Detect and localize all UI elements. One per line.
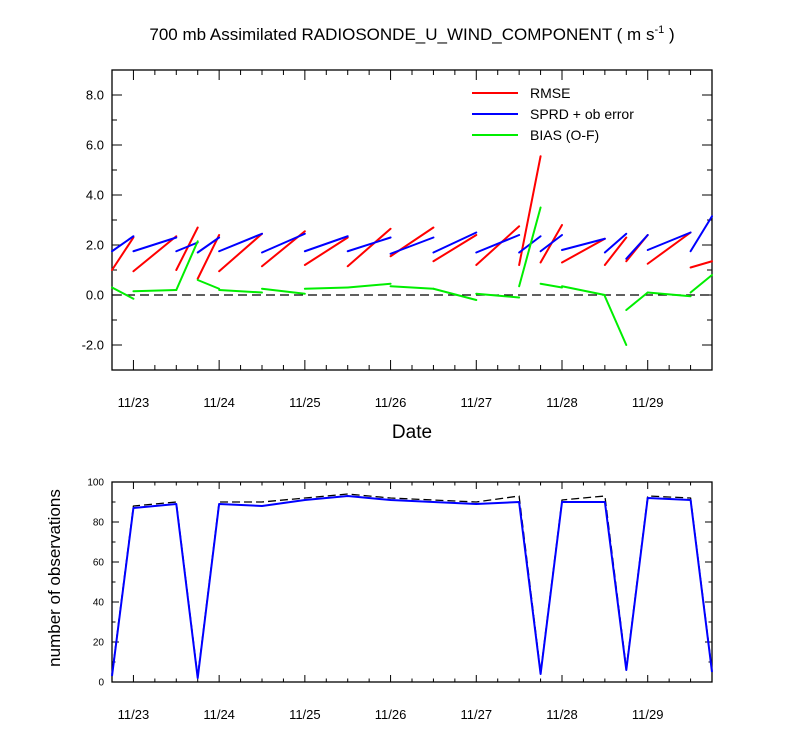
series-sprd-ob-error-segment [132, 236, 178, 253]
series-sprd-ob-error-segment [261, 232, 306, 254]
series-rmse-segment [603, 236, 628, 266]
top-chart-y-tick-label: 6.0 [86, 138, 104, 153]
series-sprd-ob-error-segment [346, 236, 392, 253]
series-bias-o-f-segment [261, 287, 306, 295]
series-sprd-ob-error-segment [196, 236, 221, 254]
bottom-chart-frame [111, 481, 713, 683]
bottom-chart-x-tick-label: 11/29 [632, 707, 664, 722]
series-sprd-ob-error-segment [175, 241, 199, 253]
series-bias-o-f-segment [303, 286, 349, 290]
bottom-chart: 0 20 40 60 80 100 11/23 11/24 11/25 11/26 11/27 11/… [87, 478, 713, 722]
series-bias-o-f-segment [518, 206, 542, 288]
series-rmse-segment [646, 231, 692, 265]
series-bias-o-f-segment [196, 279, 221, 290]
series-bias-o-f-segment [561, 285, 606, 296]
series-sprd-ob-error-segment [475, 234, 521, 254]
series-rmse-segment [346, 227, 392, 268]
bottom-chart-y-tick-label: 60 [93, 558, 105, 569]
series-sprd-ob-error-segment [646, 231, 692, 251]
series-rmse-segment [111, 236, 135, 271]
top-chart-y-tick-label: 2.0 [86, 238, 104, 253]
top-chart-x-tick-label: 11/28 [546, 395, 578, 410]
series-sprd-ob-error-segment [539, 234, 563, 253]
series-bias-o-f-segment [539, 282, 563, 289]
series-bias-o-f-segment [689, 274, 713, 294]
top-chart-y-tick-label: 8.0 [86, 88, 104, 103]
series-sprd-ob-error-segment [111, 235, 135, 253]
bottom-chart-x-tick-label: 11/26 [375, 707, 407, 722]
series-sprd-ob-error-segment [689, 215, 713, 253]
top-chart-x-tick-label: 11/29 [632, 395, 664, 410]
legend-label-bias-o-f: BIAS (O-F) [530, 127, 599, 143]
series-used-observations-line [111, 495, 713, 679]
bottom-chart-y-tick-label: 80 [93, 518, 105, 529]
bottom-chart-x-tick-label: 11/28 [546, 707, 578, 722]
chart-title: 700 mb Assimilated RADIOSONDE_U_WIND_COM… [149, 24, 674, 44]
series-sprd-ob-error-segment [625, 234, 649, 260]
series-bias-o-f-segment [389, 285, 435, 290]
legend-label-rmse: RMSE [530, 85, 570, 101]
series-sprd-ob-error-segment [432, 231, 478, 254]
series-sprd-ob-error-segment [218, 232, 263, 253]
bottom-chart-y-tick-label: 100 [87, 478, 104, 489]
chart-title-end: ) [664, 25, 674, 44]
chart-title-exponent: -1 [654, 24, 664, 36]
series-rmse-segment [196, 234, 221, 280]
series-sprd-ob-error-segment [603, 232, 628, 254]
top-chart-x-axis-label: Date [392, 422, 432, 443]
top-chart-x-tick-label: 11/25 [289, 395, 321, 410]
series-rmse-segment [432, 234, 478, 263]
series-rmse-segment [132, 235, 178, 273]
series-rmse-segment [475, 225, 521, 266]
top-chart-y-tick-label: 4.0 [86, 188, 104, 203]
series-bias-o-f-segment [218, 289, 263, 294]
series-bias-o-f-segment [132, 289, 178, 293]
series-bias-o-f-segment [475, 292, 521, 299]
series-rmse-segment [689, 260, 713, 269]
bottom-chart-y-tick-label: 0 [98, 678, 104, 689]
series-bias-o-f-segment [646, 291, 692, 298]
series-rmse-segment [175, 226, 199, 271]
bottom-chart-y-axis-label: number of observations [45, 489, 64, 667]
legend-label-sprd-ob-error: SPRD + ob error [530, 106, 634, 122]
series-sprd-ob-error-segment [561, 237, 606, 251]
series-rmse-segment [561, 237, 606, 264]
bottom-chart-x-tick-label: 11/25 [289, 707, 321, 722]
top-chart-x-tick-label: 11/26 [375, 395, 407, 410]
bottom-chart-y-tick-label: 40 [93, 598, 105, 609]
series-sprd-ob-error-segment [303, 235, 349, 253]
series-rmse-segment [303, 236, 349, 266]
bottom-chart-x-tick-label: 11/24 [203, 707, 235, 722]
top-chart-x-tick-label: 11/24 [203, 395, 235, 410]
series-bias-o-f-segment [175, 240, 199, 291]
top-chart-y-tick-label: 0.0 [86, 288, 104, 303]
bottom-chart-x-tick-label: 11/27 [460, 707, 492, 722]
series-rmse-segment [218, 232, 263, 273]
top-chart-x-tick-label: 11/27 [460, 395, 492, 410]
series-rmse-segment [518, 155, 542, 266]
bottom-chart-x-tick-label: 11/23 [118, 707, 150, 722]
top-chart-x-tick-label: 11/23 [118, 395, 150, 410]
series-bias-o-f-segment [346, 282, 392, 289]
top-chart-y-tick-label: -2.0 [82, 338, 104, 353]
series-sprd-ob-error-segment [389, 236, 435, 255]
series-bias-o-f-segment [111, 286, 135, 300]
series-bias-o-f-segment [432, 287, 478, 301]
bottom-chart-y-tick-label: 20 [93, 638, 105, 649]
series-bias-o-f-segment [603, 295, 628, 346]
series-bias-o-f-segment [625, 291, 649, 311]
top-chart: -2.0 0.0 2.0 4.0 6.0 8.0 11/23 11/24 11/25 11/26 1… [82, 69, 713, 410]
